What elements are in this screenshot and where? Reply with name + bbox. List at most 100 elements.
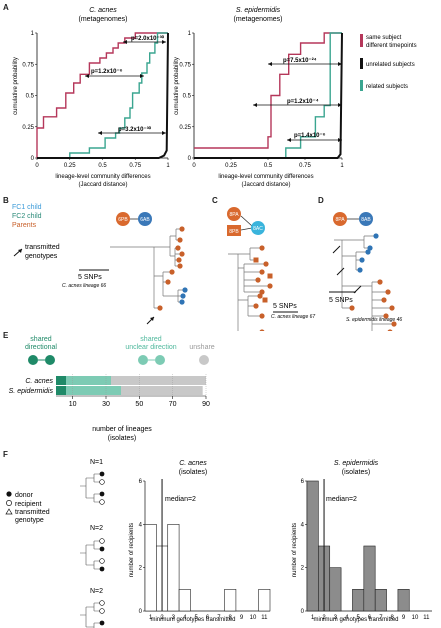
hist-bar xyxy=(329,567,342,612)
cdf-right-subtitle: (metagenomes) xyxy=(233,16,282,23)
legend-transmitted-1: transmitted xyxy=(15,509,50,516)
schematic-branches xyxy=(80,602,100,628)
y-tick-label: 0.25 xyxy=(22,125,34,131)
x-tick-label: 10 xyxy=(412,615,419,621)
hist-bar xyxy=(258,589,271,612)
legend-transmitted-2: genotype xyxy=(15,517,44,524)
node-8pa xyxy=(227,207,241,221)
n-label-1: N=1 xyxy=(90,459,103,466)
legend-directional-icon xyxy=(28,355,38,365)
cdf-left-title: C. acnes xyxy=(89,7,117,14)
hist-left-subtitle: (isolates) xyxy=(179,469,207,476)
tree-tip xyxy=(389,305,395,311)
p-value-right-unrelated: p=1.2x10⁻⁴ xyxy=(287,99,319,105)
recipient-icon xyxy=(99,479,105,485)
x-tick-label: 9 xyxy=(240,615,244,621)
cdf-series-line xyxy=(194,32,343,159)
y-tick-label: 0.5 xyxy=(183,94,192,100)
tree-tip xyxy=(387,329,393,331)
y-tick-label: 0.75 xyxy=(179,62,191,68)
donor-icon xyxy=(99,620,105,626)
hist-bar xyxy=(178,589,191,612)
tree-tip xyxy=(253,303,259,309)
n-label-2: N=2 xyxy=(90,525,103,532)
y-tick-label: 0.5 xyxy=(26,94,35,100)
schematic-branches xyxy=(80,540,100,570)
y-tick-label: 0 xyxy=(31,156,35,162)
panel-c-transmission-nodes: 8PA 8PB 8AC xyxy=(227,207,265,236)
tree-tip xyxy=(180,293,186,299)
panel-b-lineage-label: C. acnes lineage 66 xyxy=(62,283,106,289)
hist-bar xyxy=(224,589,237,612)
x-tick-label: 0.25 xyxy=(64,163,76,169)
panel-label-c: C xyxy=(212,196,218,205)
x-tick-label: 7 xyxy=(217,615,221,621)
tree-tip xyxy=(367,245,373,251)
stack-segment xyxy=(66,386,121,395)
cdf-left-xlabel-2: (Jaccard distance) xyxy=(78,182,127,188)
x-tick-label: 0.75 xyxy=(129,163,141,169)
legend-fc1-child: FC1 child xyxy=(12,204,42,211)
tree-tip xyxy=(179,226,185,232)
arrow-head xyxy=(150,317,154,321)
tree-tip xyxy=(267,273,273,279)
recipient-icon xyxy=(99,600,105,606)
stack-segment xyxy=(66,376,111,385)
tree-tip xyxy=(259,329,265,331)
x-tick-label: 0.5 xyxy=(264,163,273,169)
stack-row-label: C. acnes xyxy=(25,378,53,385)
y-tick-label: 0 xyxy=(301,609,305,615)
panel-e-xlabel-2: (isolates) xyxy=(108,435,136,442)
tree-b-branches xyxy=(110,228,185,309)
tree-tip xyxy=(377,279,383,285)
x-tick-label: 90 xyxy=(202,401,210,408)
cdf-left-series xyxy=(36,32,169,159)
hist-bar xyxy=(167,524,180,612)
hist-right-title: S. epidermidis xyxy=(334,460,379,467)
schematic-branches xyxy=(80,473,100,503)
donor-icon xyxy=(6,491,12,497)
p-value-left-related: p=3.2x10⁻³⁰ xyxy=(118,126,152,133)
hist-bar xyxy=(374,589,387,612)
cdf-series-line xyxy=(194,32,342,149)
svg-text:8AC: 8AC xyxy=(253,226,263,232)
tree-tip xyxy=(349,305,355,311)
legend-shared-directional-1: shared xyxy=(30,336,52,343)
cdf-right-xlabel-2: (Jaccard distance) xyxy=(241,182,290,188)
x-tick-label: 3 xyxy=(172,615,176,621)
tree-tip xyxy=(176,257,182,263)
legend-same-swatch xyxy=(360,34,363,47)
svg-text:6AB: 6AB xyxy=(140,217,150,223)
x-tick-label: 8 xyxy=(229,615,233,621)
tree-tip xyxy=(383,313,389,319)
y-tick-label: 0.75 xyxy=(22,62,34,68)
transmitted-label-1: transmitted xyxy=(25,244,60,251)
legend-unshared: unshared xyxy=(189,344,215,351)
x-tick-label: 4 xyxy=(345,615,349,621)
transmitted-arrow-icon xyxy=(332,245,341,254)
cdf-left-subtitle: (metagenomes) xyxy=(78,16,127,23)
panel-e-stacked-bars: C. acnes S. epidermidis 10 30 50 70 90 xyxy=(9,374,210,408)
tree-tip xyxy=(157,305,163,311)
hist-bar xyxy=(144,524,157,612)
panel-a-figure: C. acnes (metagenomes) cumulative probab… xyxy=(13,7,417,188)
tree-tip xyxy=(253,257,259,263)
cdf-series-line xyxy=(36,32,168,158)
x-tick-label: 3 xyxy=(334,615,338,621)
recipient-icon xyxy=(6,500,12,506)
tree-tip xyxy=(259,313,265,319)
legend-unshared-icon xyxy=(199,355,209,365)
stack-segment xyxy=(111,376,206,385)
tree-tip xyxy=(381,297,387,303)
panel-label-f: F xyxy=(3,450,8,459)
transmitted-label-2: genotypes xyxy=(25,253,58,260)
panel-c-scale-label: 5 SNPs xyxy=(273,303,297,310)
svg-text:8AB: 8AB xyxy=(361,217,371,223)
legend-unrelated-swatch xyxy=(360,58,363,69)
hist-bar xyxy=(352,589,365,612)
svg-text:8PA: 8PA xyxy=(335,217,345,223)
svg-text:8PA: 8PA xyxy=(229,212,239,218)
tree-tip xyxy=(262,297,268,303)
tree-tip xyxy=(175,245,181,251)
panel-bcd-figure: FC1 child FC2 child Parents transmitted … xyxy=(12,204,402,331)
